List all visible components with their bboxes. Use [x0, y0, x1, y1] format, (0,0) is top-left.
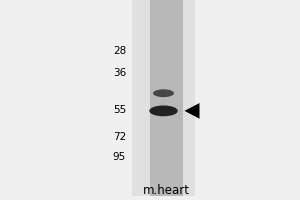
Text: 36: 36 [113, 68, 126, 78]
Bar [150, 0, 183, 196]
Ellipse shape [149, 105, 178, 116]
Bar [132, 0, 195, 196]
Text: 72: 72 [113, 132, 126, 142]
Ellipse shape [153, 89, 174, 97]
Text: 55: 55 [113, 105, 126, 115]
Text: m.heart: m.heart [143, 184, 190, 197]
Text: 28: 28 [113, 46, 126, 56]
Text: 95: 95 [113, 152, 126, 162]
Polygon shape [184, 103, 200, 119]
